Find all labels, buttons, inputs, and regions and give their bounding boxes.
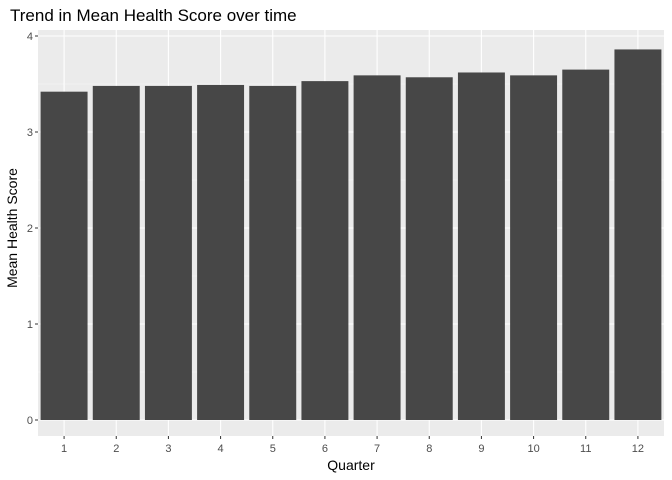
y-tick-label: 3 — [27, 127, 33, 139]
x-tick-label: 5 — [270, 443, 276, 455]
bar-quarter-3 — [144, 85, 192, 421]
y-tick-label: 1 — [27, 319, 33, 331]
x-tick-label: 7 — [374, 443, 380, 455]
x-tick-label: 4 — [218, 443, 224, 455]
bar-quarter-1 — [40, 91, 88, 421]
x-tick-label: 1 — [61, 443, 67, 455]
y-tick-label: 2 — [27, 223, 33, 235]
x-axis-title: Quarter — [327, 457, 375, 473]
y-axis: 0 1 2 3 4 — [27, 31, 38, 427]
chart-title: Trend in Mean Health Score over time — [10, 6, 297, 25]
y-tick-label: 4 — [27, 31, 33, 43]
bar-quarter-8 — [405, 77, 453, 420]
x-tick-label: 2 — [113, 443, 119, 455]
x-tick-label: 9 — [478, 443, 484, 455]
x-tick-label: 12 — [632, 443, 644, 455]
plot-panel — [38, 30, 664, 436]
bar-quarter-11 — [562, 69, 610, 420]
bar-quarter-10 — [510, 75, 558, 421]
x-tick-label: 11 — [580, 443, 591, 455]
bar-quarter-6 — [301, 81, 349, 421]
y-tick-label: 0 — [27, 415, 33, 427]
bar-quarter-9 — [457, 72, 505, 420]
y-axis-title: Mean Health Score — [4, 168, 20, 288]
bar-quarter-12 — [614, 49, 662, 420]
bar-quarter-7 — [353, 75, 401, 421]
x-tick-label: 3 — [165, 443, 171, 455]
x-tick-label: 6 — [322, 443, 328, 455]
bar-quarter-4 — [197, 84, 245, 421]
bar-quarter-2 — [92, 85, 140, 421]
bars — [40, 49, 662, 421]
bar-quarter-5 — [249, 85, 297, 421]
x-axis: 1 2 3 4 5 6 7 8 9 10 11 12 — [61, 436, 644, 455]
x-tick-label: 10 — [527, 443, 539, 455]
x-tick-label: 8 — [426, 443, 432, 455]
